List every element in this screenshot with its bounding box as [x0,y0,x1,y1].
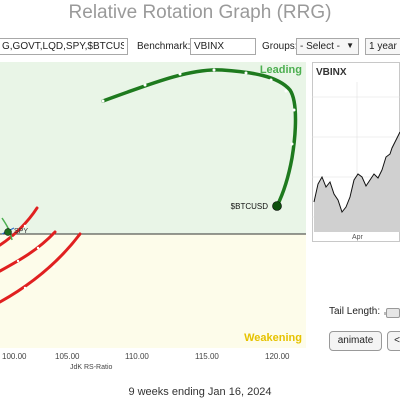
btc-tail [101,68,298,208]
red-tail-2 [0,230,57,273]
x-tick-3: 115.00 [195,352,219,361]
x-axis-area: 100.00 105.00 110.00 115.00 120.00 JdK R… [0,352,306,374]
btc-tail-point [244,71,248,75]
btc-tail-point [212,68,216,72]
red-tail-point [23,286,27,290]
groups-select[interactable]: - Select - ▼ [296,38,359,55]
red-tail-3 [0,232,82,304]
btc-tail-point [284,89,288,93]
groups-select-value: - Select - [300,41,341,52]
btc-tail-point [269,78,273,82]
benchmark-mini-chart: VBINX Apr [312,62,400,242]
mini-chart-title: VBINX [316,67,347,78]
quadrant-label-leading: Leading [260,64,302,76]
btc-tail-point [178,72,182,76]
symbols-input[interactable] [0,38,128,55]
groups-label: Groups: [262,41,298,52]
period-select[interactable]: 1 year [365,38,400,55]
date-range-footer: 9 weeks ending Jan 16, 2024 [128,386,272,398]
toolbar: Benchmark: Groups: - Select - ▼ 1 year [0,36,400,58]
quadrant-label-weakening: Weakening [244,332,302,344]
leading-quadrant [0,62,306,234]
benchmark-label: Benchmark: [137,41,191,52]
red-tail-point [23,224,27,228]
btc-head-marker[interactable] [272,201,282,211]
spy-symbol-label: SPY [14,228,28,235]
spy-head-marker[interactable] [4,228,12,236]
chevron-down-icon: ▼ [346,41,354,50]
mini-chart-area [314,132,400,232]
page-title: Relative Rotation Graph (RRG) [68,2,332,23]
tail-length-slider-handle[interactable] [386,308,400,318]
benchmark-input[interactable] [190,38,256,55]
period-select-value: 1 year [369,41,397,52]
step-back-button[interactable]: < [387,331,400,351]
btc-tail-point [290,142,294,146]
weakening-quadrant [0,234,306,348]
btc-symbol-label: $BTCUSD [231,202,269,211]
rrg-chart[interactable]: Leading Weakening $BTCUSD SPY 100.00 105… [0,62,306,348]
x-tick-2: 110.00 [125,352,149,361]
red-tail-point [52,265,56,269]
red-tail-point [36,246,40,250]
x-axis-label: JdK RS-Ratio [70,364,113,371]
red-tail-point [16,259,20,263]
tail-length-label: Tail Length: [329,306,381,317]
mini-chart-x-tick: Apr [352,234,364,241]
x-tick-4: 120.00 [265,352,290,361]
animate-button[interactable]: animate [329,331,382,351]
x-tick-1: 105.00 [55,352,80,361]
btc-tail-point [101,99,105,103]
btc-tail-point [143,83,147,87]
mini-chart-line [313,131,400,214]
x-tick-0: 100.00 [2,352,27,361]
red-tail-1 [0,206,39,247]
btc-tail-point [292,108,296,112]
spy-tail [1,217,13,241]
